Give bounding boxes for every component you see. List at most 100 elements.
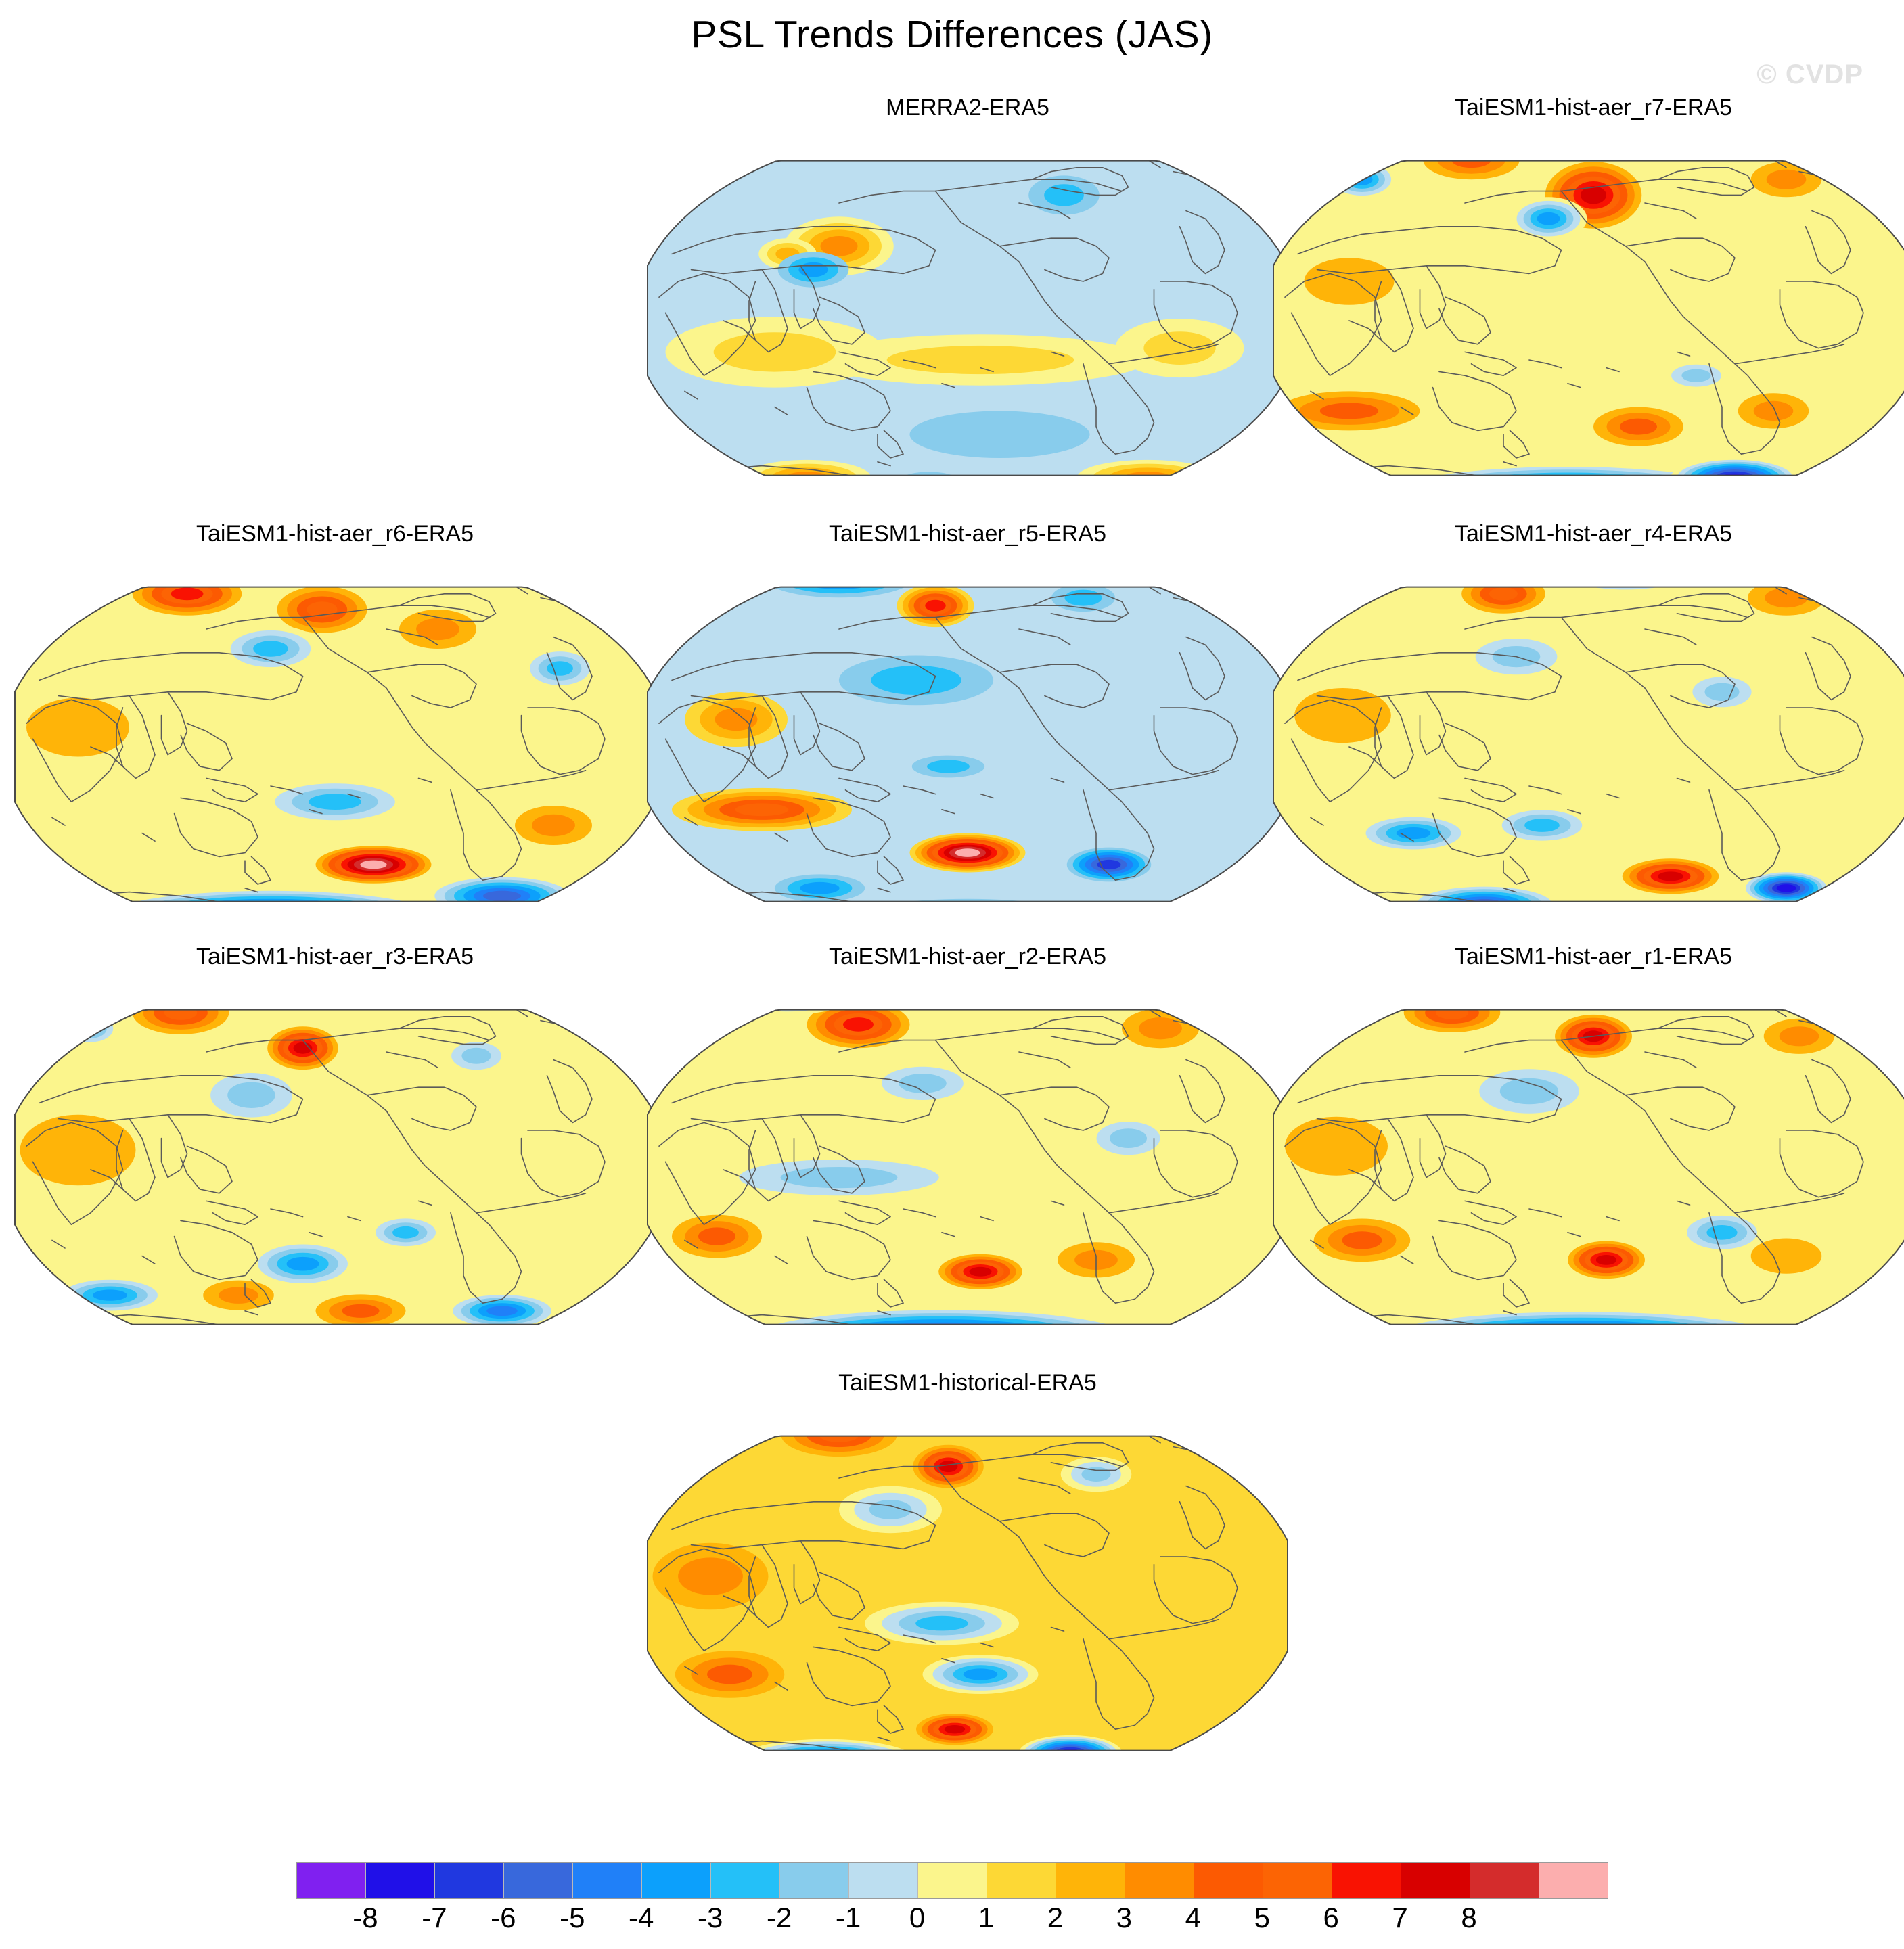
map-panel-historical: TaiESM1-historical-ERA5 — [646, 1370, 1289, 1792]
panel-map-r6 — [14, 586, 656, 902]
coastline — [1464, 1028, 1748, 1053]
coastline — [980, 367, 994, 373]
contour-band — [1776, 884, 1796, 892]
contour-band — [1435, 1009, 1469, 1019]
coastline — [206, 1028, 490, 1053]
coastline — [934, 1465, 1084, 1616]
coastline — [1284, 1122, 1382, 1226]
contour-band — [1565, 587, 1686, 590]
contour-band — [1123, 472, 1172, 476]
panel-map-r4 — [1273, 586, 1904, 902]
contour-band — [547, 661, 573, 676]
colorbar-tick: 2 — [1047, 1902, 1064, 1933]
coastline — [1464, 1200, 1517, 1226]
contour-band — [1431, 472, 1704, 476]
coastline — [793, 1540, 821, 1605]
coastline — [1179, 1059, 1225, 1124]
contour-band — [1044, 184, 1084, 206]
coastline — [838, 1028, 1123, 1053]
contour-band — [483, 890, 521, 902]
coastline — [1336, 891, 1838, 902]
contour-band — [1706, 1225, 1738, 1240]
panel-title: TaiESM1-historical-ERA5 — [838, 1370, 1097, 1396]
coastline — [865, 904, 942, 927]
panel-map-r5 — [647, 586, 1288, 927]
coastline — [671, 1501, 936, 1550]
coastline — [180, 1145, 233, 1194]
coastline — [1310, 390, 1324, 400]
coastline — [244, 856, 271, 885]
coastline — [1018, 628, 1071, 645]
coastline — [1734, 343, 1845, 365]
coastline — [1031, 593, 1129, 622]
coastline — [658, 699, 756, 803]
coastline — [39, 1075, 304, 1124]
coastline — [1676, 1200, 1691, 1206]
coastline — [1721, 160, 1787, 168]
contour-band — [869, 1500, 912, 1519]
contour-band — [1572, 127, 1654, 154]
coastline — [1083, 340, 1155, 455]
map-panel-r3: TaiESM1-hist-aer_r3-ERA5 — [14, 944, 656, 1366]
coastline — [999, 1086, 1110, 1131]
coastline — [1419, 1114, 1447, 1178]
coastline — [347, 793, 361, 799]
contour-band — [1721, 473, 1749, 476]
contour-band — [901, 474, 957, 476]
coastline — [116, 695, 156, 779]
contour-band — [342, 1304, 380, 1318]
coastline — [450, 1189, 522, 1304]
coastline — [999, 1513, 1110, 1557]
coastline — [1676, 777, 1691, 783]
coastline — [684, 817, 698, 826]
coastline — [347, 1216, 361, 1222]
colorbar-tick: -3 — [697, 1902, 723, 1933]
coastline — [1050, 777, 1065, 783]
contour-band — [1533, 1332, 1629, 1345]
colorbar-tick: -4 — [629, 1902, 654, 1933]
coastline — [386, 628, 438, 645]
contour-band — [1294, 688, 1391, 743]
contour-band — [775, 1748, 877, 1751]
colorbar-segment — [780, 1863, 849, 1898]
contour-band — [1753, 400, 1794, 421]
coastline — [793, 1114, 821, 1178]
coastline — [1593, 997, 1671, 1001]
colorbar-segment — [1125, 1863, 1194, 1898]
contour-band — [875, 1329, 1009, 1348]
coastline — [934, 616, 1084, 767]
contour-band — [843, 1017, 874, 1032]
coastline — [684, 1666, 698, 1675]
cvdp-watermark: © CVDP — [1756, 60, 1863, 89]
colorbar-segment — [1194, 1863, 1263, 1898]
contour-band — [886, 345, 1074, 375]
coastline — [1031, 1015, 1129, 1045]
map-panel-r7: TaiESM1-hist-aer_r7-ERA5 — [1272, 95, 1904, 517]
contour-band — [1345, 170, 1379, 189]
coastline — [244, 1279, 271, 1308]
contour-band — [171, 587, 204, 601]
contour-band — [486, 1306, 518, 1316]
coastline — [1464, 605, 1748, 630]
coastline — [968, 997, 1045, 1001]
contour-band — [771, 467, 843, 476]
coastline — [77, 1314, 580, 1325]
contour-band — [253, 641, 288, 657]
contour-band — [1658, 871, 1683, 881]
coastline — [865, 478, 942, 501]
coastline — [1031, 166, 1129, 196]
coastline — [520, 707, 606, 775]
coastline — [476, 769, 587, 791]
coastline — [399, 593, 497, 622]
coastline — [366, 1086, 477, 1131]
colorbar-tick: 3 — [1116, 1902, 1133, 1933]
coastline — [1503, 887, 1517, 893]
coastline — [865, 1753, 942, 1776]
coastline — [723, 320, 756, 341]
contour-band — [1581, 186, 1606, 204]
coastline — [1593, 148, 1671, 152]
coastline — [1400, 406, 1414, 416]
coastline — [302, 1039, 451, 1190]
colorbar-tick: -6 — [491, 1902, 516, 1933]
colorbar-segment — [1470, 1863, 1539, 1898]
